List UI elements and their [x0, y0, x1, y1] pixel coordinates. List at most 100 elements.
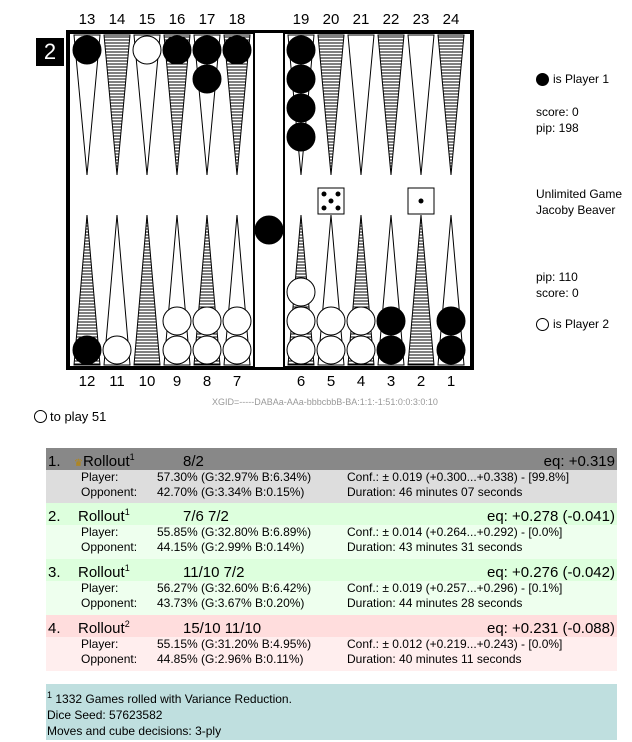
analysis-method-label: Rollout — [82, 453, 130, 470]
match-type: Unlimited Game — [536, 187, 623, 201]
checker — [192, 64, 222, 94]
opponent-stats-row: Opponent: 43.73% (G:3.67% B:0.20%) Duratio… — [46, 596, 617, 611]
point-triangle — [407, 34, 435, 176]
player1-score: score: 0 — [536, 105, 579, 119]
player1-checker-icon — [536, 72, 549, 86]
checker — [286, 122, 316, 152]
checker — [346, 306, 376, 336]
point-triangle — [317, 34, 345, 176]
move-analysis-list: 1. ♛Rollout1 8/2 eq: +0.319 Player: 57.30% (G… — [46, 448, 617, 671]
point-triangle — [163, 34, 191, 176]
rollout-footnote: 1 1332 Games rolled with Variance Reduct… — [46, 684, 617, 740]
point-triangle — [103, 34, 131, 176]
checker — [286, 335, 316, 365]
player-stats-row: Player: 55.85% (G:32.80% B:6.89%) Conf.: ±… — [46, 525, 617, 540]
checker — [162, 335, 192, 365]
analysis-method-label: Rollout — [78, 508, 125, 525]
analysis-method: Rollout1 — [78, 563, 158, 581]
point-number: 4 — [356, 373, 366, 390]
opponent-stats-row: Opponent: 44.85% (G:2.96% B:0.11%) Duratio… — [46, 652, 617, 667]
footnote-ref: 1 — [129, 452, 135, 462]
bar-checker — [254, 215, 284, 245]
doubling-cube[interactable]: 2 — [36, 38, 64, 66]
opponent-stats-row: Opponent: 44.15% (G:2.99% B:0.14%) Duratio… — [46, 540, 617, 555]
checker — [286, 35, 316, 65]
point-number: 17 — [198, 11, 216, 28]
point-triangle — [437, 34, 465, 176]
checker — [102, 335, 132, 365]
checker — [192, 335, 222, 365]
move-rank: 3. — [48, 564, 61, 581]
move-equity: eq: +0.319 — [543, 453, 615, 470]
rollout-duration: Duration: 43 minutes 31 seconds — [347, 540, 523, 554]
match-info: Unlimited Game Jacoby Beaver — [536, 186, 622, 218]
to-play-indicator: to play 51 — [34, 409, 106, 424]
point-number: 2 — [416, 373, 426, 390]
point-triangle — [133, 214, 161, 366]
move-notation: 8/2 — [183, 453, 204, 470]
opponent-label: Opponent: — [81, 652, 138, 666]
player-label: Player: — [81, 525, 119, 539]
point-triangle — [103, 214, 131, 366]
point-number: 11 — [109, 373, 125, 390]
point-number: 23 — [412, 11, 430, 28]
move-notation: 15/10 11/10 — [183, 620, 262, 637]
point-number: 16 — [168, 11, 186, 28]
opponent-probabilities: 42.70% (G:3.34% B:0.15%) — [157, 485, 305, 499]
die-pip — [328, 198, 334, 204]
checker — [132, 35, 162, 65]
player-probabilities: 55.15% (G:31.20% B:4.95%) — [157, 637, 312, 651]
checker — [346, 335, 376, 365]
checker — [192, 35, 222, 65]
analysis-method: Rollout2 — [78, 619, 158, 637]
die-pip — [418, 198, 424, 204]
player2-turn-icon — [34, 410, 47, 423]
rollout-duration: Duration: 44 minutes 28 seconds — [347, 596, 523, 610]
point-number: 20 — [322, 11, 340, 28]
point-number: 6 — [296, 373, 306, 390]
player-stats-row: Player: 57.30% (G:32.97% B:6.34%) Conf.: ±… — [46, 470, 617, 485]
player-probabilities: 55.85% (G:32.80% B:6.89%) — [157, 525, 312, 539]
move-rank: 4. — [48, 620, 61, 637]
point-triangle — [347, 34, 375, 176]
move-notation: 7/6 7/2 — [183, 508, 229, 525]
point-number: 14 — [108, 11, 126, 28]
player1-label: is Player 1 — [553, 72, 610, 86]
move-entry[interactable]: 4. Rollout2 15/10 11/10 eq: +0.231 (-0.088)… — [46, 615, 617, 671]
player-stats-row: Player: 55.15% (G:31.20% B:4.95%) Conf.: ±… — [46, 637, 617, 652]
move-entry[interactable]: 3. Rollout1 11/10 7/2 eq: +0.276 (-0.042) Pl… — [46, 559, 617, 615]
opponent-probabilities: 44.15% (G:2.99% B:0.14%) — [157, 540, 305, 554]
move-header[interactable]: 1. ♛Rollout1 8/2 eq: +0.319 — [46, 448, 617, 470]
point-triangle — [73, 34, 101, 176]
player2-pip: pip: 110 — [536, 270, 578, 284]
point-number: 15 — [138, 11, 156, 28]
move-header[interactable]: 4. Rollout2 15/10 11/10 eq: +0.231 (-0.088) — [46, 615, 617, 637]
player1-legend: is Player 1 — [536, 71, 609, 87]
move-header[interactable]: 2. Rollout1 7/6 7/2 eq: +0.278 (-0.041) — [46, 503, 617, 525]
to-play-text: to play 51 — [50, 409, 107, 424]
footnote-ply: Moves and cube decisions: 3-ply — [47, 724, 222, 738]
move-entry[interactable]: 2. Rollout1 7/6 7/2 eq: +0.278 (-0.041) Play… — [46, 503, 617, 559]
point-number: 7 — [232, 373, 242, 390]
checker — [162, 35, 192, 65]
footnote-seed: Dice Seed: 57623582 — [47, 708, 163, 722]
checker — [222, 35, 252, 65]
footnote-games: 1332 Games rolled with Variance Reductio… — [52, 692, 292, 706]
point-triangle — [377, 34, 405, 176]
board-svg[interactable] — [0, 0, 632, 420]
bar — [253, 31, 285, 369]
player2-score: score: 0 — [536, 286, 579, 300]
checker — [222, 335, 252, 365]
opponent-probabilities: 43.73% (G:3.67% B:0.20%) — [157, 596, 305, 610]
confidence: Conf.: ± 0.014 (+0.264...+0.292) - [0.0%… — [347, 525, 563, 539]
move-header[interactable]: 3. Rollout1 11/10 7/2 eq: +0.276 (-0.042) — [46, 559, 617, 581]
move-rank: 1. — [48, 453, 61, 470]
opponent-label: Opponent: — [81, 596, 138, 610]
player-probabilities: 56.27% (G:32.60% B:6.42%) — [157, 581, 312, 595]
point-number: 8 — [202, 373, 212, 390]
die-pip — [335, 191, 341, 197]
player1-pip: pip: 198 — [536, 121, 579, 135]
point-number: 9 — [172, 373, 182, 390]
move-entry[interactable]: 1. ♛Rollout1 8/2 eq: +0.319 Player: 57.30% (G… — [46, 448, 617, 503]
backgammon-board-area: 2 13 14 15 16 17 18 19 20 21 22 23 24 12 11 10 9 8 7 6 5 4 3… — [0, 0, 632, 424]
